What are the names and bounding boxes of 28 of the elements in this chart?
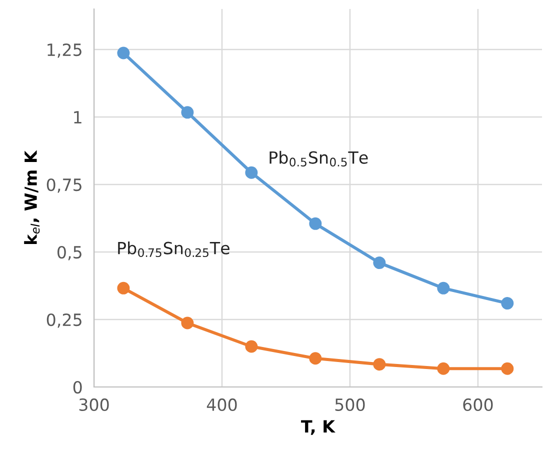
point — [117, 46, 130, 60]
y-tick-label: 0 — [73, 380, 82, 394]
y-axis-title: k$_{el}$, W/m K — [24, 150, 40, 244]
x-tick-label: 400 — [206, 398, 237, 412]
point — [501, 362, 514, 375]
point — [309, 352, 322, 365]
point — [437, 362, 450, 375]
point — [309, 217, 322, 230]
y-tick-label: 1 — [74, 111, 82, 124]
point — [245, 340, 258, 353]
y-tick-label: 0,5 — [57, 246, 82, 260]
y-tick-label: 0,25 — [46, 313, 82, 328]
x-tick-label: 300 — [79, 398, 109, 412]
series-label: Pb$_{0.75}$Sn$_{0.25}$Te — [118, 241, 230, 258]
y-tick-label: 0,75 — [46, 178, 82, 193]
y-tick-label: 1,25 — [48, 43, 82, 58]
series-label: Pb$_{0.5}$Sn$_{0.5}$Te — [270, 150, 368, 166]
point — [117, 282, 130, 294]
point — [437, 282, 450, 294]
x-tick-label: 600 — [463, 398, 493, 412]
x-tick-label: 500 — [335, 398, 365, 412]
point — [373, 256, 386, 270]
point — [181, 106, 194, 119]
point — [501, 297, 514, 310]
point — [245, 166, 258, 179]
x-axis-title: T, K — [301, 420, 336, 435]
point — [181, 316, 194, 330]
point — [373, 358, 386, 371]
